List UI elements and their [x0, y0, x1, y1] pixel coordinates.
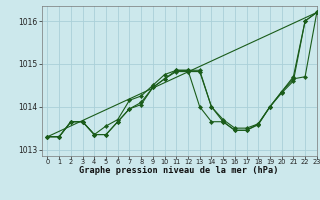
X-axis label: Graphe pression niveau de la mer (hPa): Graphe pression niveau de la mer (hPa)	[79, 166, 279, 175]
